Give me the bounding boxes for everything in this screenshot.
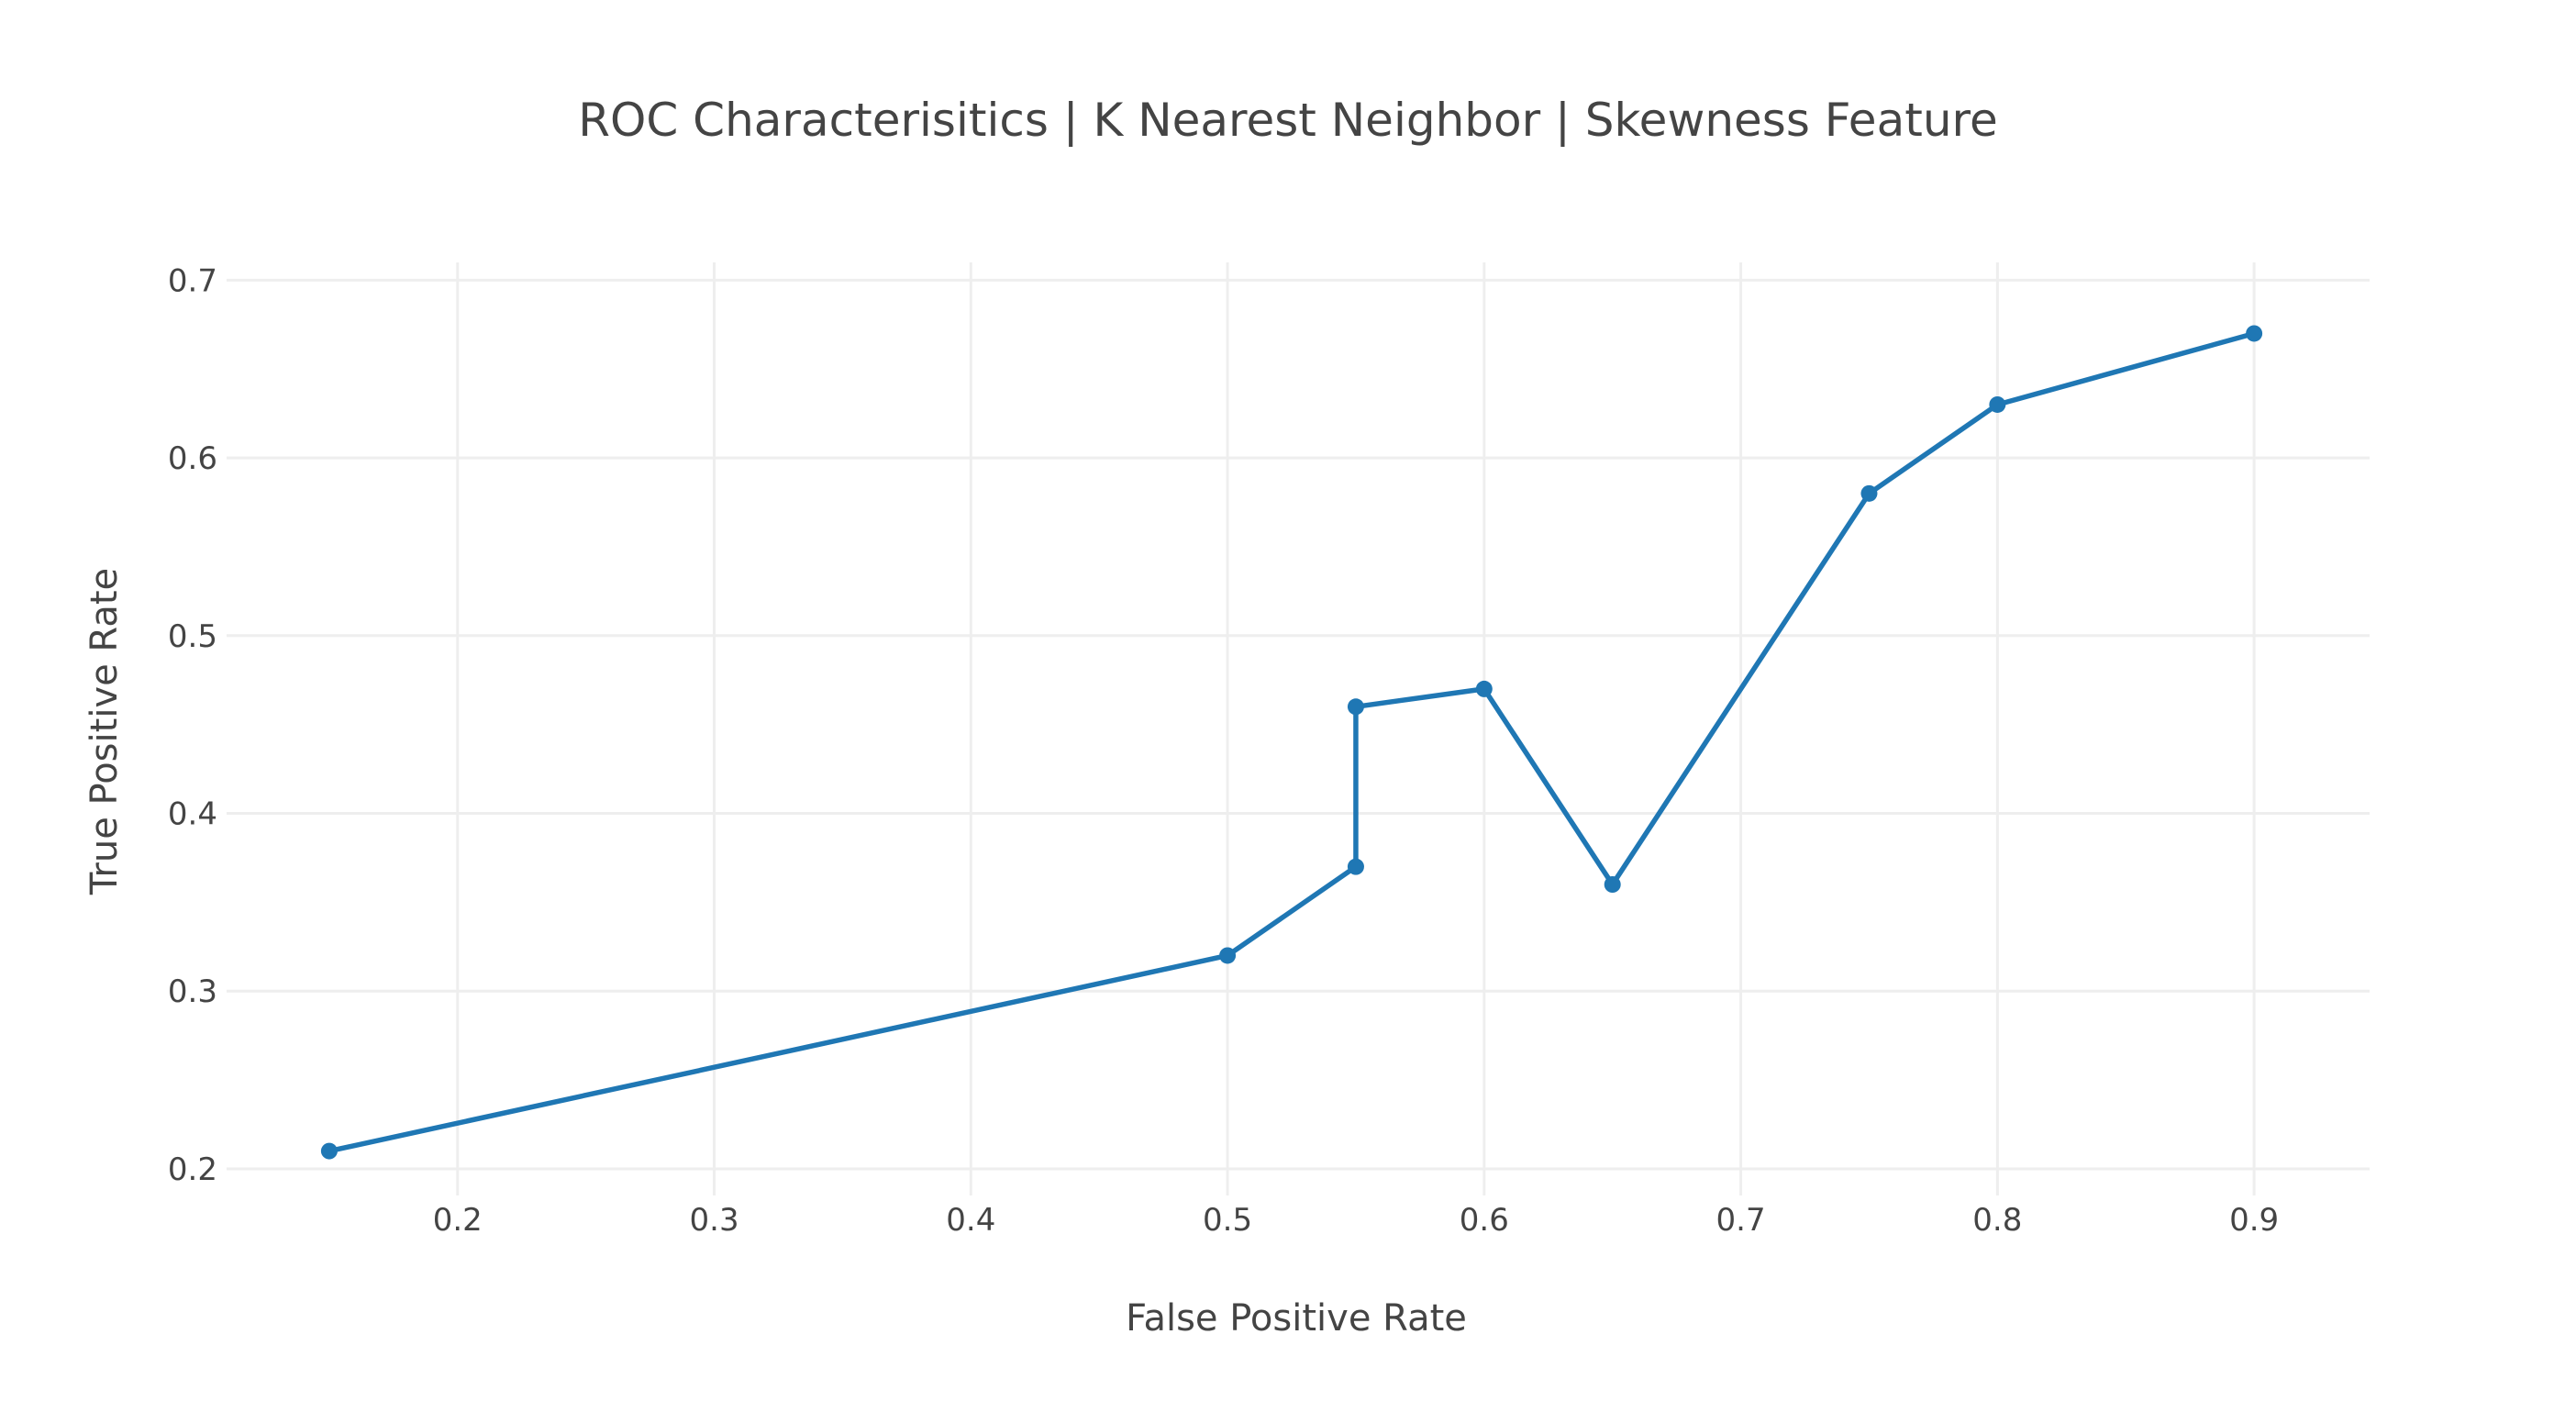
x-tick-label: 0.6 bbox=[1460, 1202, 1509, 1239]
x-axis-title: False Positive Rate bbox=[1126, 1297, 1467, 1340]
y-tick-labels: 0.2 0.3 0.4 0.5 0.6 0.7 bbox=[168, 262, 217, 1188]
x-tick-label: 0.7 bbox=[1716, 1202, 1766, 1239]
data-point bbox=[1219, 947, 1237, 964]
x-tick-label: 0.8 bbox=[1972, 1202, 2022, 1239]
data-point bbox=[1604, 876, 1621, 893]
data-point bbox=[1860, 484, 1878, 502]
x-tick-label: 0.2 bbox=[433, 1202, 483, 1239]
data-point bbox=[320, 1142, 338, 1160]
chart-title: ROC Characterisitics | K Nearest Neighbo… bbox=[578, 94, 1997, 147]
y-tick-label: 0.7 bbox=[168, 262, 217, 299]
data-point bbox=[1347, 698, 1364, 716]
x-tick-label: 0.9 bbox=[2229, 1202, 2279, 1239]
x-tick-label: 0.4 bbox=[946, 1202, 995, 1239]
y-tick-label: 0.5 bbox=[168, 618, 217, 655]
data-point bbox=[1347, 858, 1364, 875]
x-tick-label: 0.3 bbox=[690, 1202, 739, 1239]
series-group bbox=[320, 325, 2263, 1160]
y-axis-title: True Positive Rate bbox=[83, 568, 126, 895]
data-point bbox=[1475, 680, 1493, 697]
x-tick-labels: 0.2 0.3 0.4 0.5 0.6 0.7 0.8 0.9 bbox=[433, 1202, 2279, 1239]
x-tick-label: 0.5 bbox=[1203, 1202, 1252, 1239]
y-tick-label: 0.6 bbox=[168, 440, 217, 477]
series-line bbox=[327, 330, 2257, 1154]
y-tick-label: 0.4 bbox=[168, 796, 217, 833]
data-point bbox=[2246, 325, 2263, 342]
y-tick-label: 0.3 bbox=[168, 973, 217, 1010]
data-point bbox=[1989, 395, 2006, 413]
y-tick-label: 0.2 bbox=[168, 1151, 217, 1188]
x-gridlines bbox=[456, 262, 2256, 1195]
y-gridlines bbox=[227, 278, 2370, 1171]
